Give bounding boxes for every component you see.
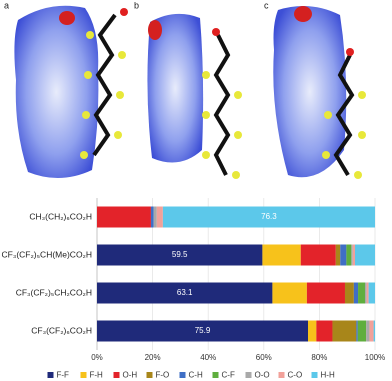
surface-c [273, 6, 347, 178]
bar-segment [354, 244, 375, 266]
bar-segment [162, 206, 375, 228]
bar-segment [357, 320, 367, 342]
bar-segment [332, 320, 357, 342]
bar-segment [316, 320, 333, 342]
oxygen-atom [120, 8, 128, 16]
bar-segment [97, 206, 151, 228]
fluorine-atoms [80, 31, 366, 179]
oxygen-atom [346, 48, 354, 56]
bar-segment [366, 282, 369, 304]
legend-swatch [47, 372, 54, 378]
category-label: CF₃(CF₂)₅CH(Me)CO₂H [2, 249, 92, 259]
x-tick-label: 40% [200, 353, 216, 362]
panel-label: a [4, 0, 9, 10]
bar-segment [97, 244, 263, 266]
legend-swatch [80, 372, 87, 378]
bar-segment [364, 282, 367, 304]
legend-swatch [245, 372, 252, 378]
bar-segment [340, 244, 347, 266]
red-spot [59, 11, 75, 25]
category-label: CF₃(CF₂)₅CH₂CO₂H [16, 287, 92, 297]
x-tick-label: 20% [145, 353, 161, 362]
bar-segment [346, 244, 352, 266]
bar-segment [97, 282, 273, 304]
bar-segment [351, 244, 353, 266]
value-label: 63.1 [177, 288, 193, 297]
legend-label: F-O [156, 371, 170, 380]
value-label: 75.9 [195, 326, 211, 335]
legend-swatch [113, 372, 120, 378]
red-spot [294, 6, 312, 22]
panel-label: b [134, 0, 139, 10]
bar-segment [369, 320, 374, 342]
legend-label: C-F [222, 371, 235, 380]
bar-segment [156, 206, 163, 228]
red-spot [148, 20, 162, 40]
chart: 0% 20% 40% 60% 80% 100% CH₃(CH₂)₆CO₂H 76.3 CF₃(C… [2, 198, 385, 380]
bar-segment [366, 320, 370, 342]
bar-segment [97, 320, 309, 342]
bar-segment [335, 244, 341, 266]
chain-c [333, 54, 355, 177]
legend-label: C-H [189, 371, 203, 380]
legend-label: C-O [288, 371, 303, 380]
legend-label: F-F [57, 371, 70, 380]
surface-a [14, 5, 99, 179]
surface-b [147, 13, 204, 163]
x-tick-label: 60% [256, 353, 272, 362]
bar-segment [262, 244, 301, 266]
bar-segment [353, 282, 359, 304]
legend-swatch [179, 372, 186, 378]
legend-swatch [278, 372, 285, 378]
value-label: 76.3 [261, 212, 277, 221]
panel-label: c [264, 0, 269, 10]
legend-swatch [311, 372, 318, 378]
category-label: CH₃(CH₂)₆CO₂H [29, 211, 92, 221]
bar-segment [358, 282, 365, 304]
legend-swatch [146, 372, 153, 378]
bar-segment [308, 320, 317, 342]
bar-segment [153, 206, 157, 228]
value-label: 59.5 [172, 250, 188, 259]
x-tick-label: 0% [91, 353, 103, 362]
chain-a [92, 13, 117, 157]
bar-segment [150, 206, 154, 228]
bar-segment [272, 282, 307, 304]
bar-segment [368, 282, 375, 304]
bar-segment [352, 244, 355, 266]
legend-swatch [212, 372, 219, 378]
legend-label: F-H [90, 371, 104, 380]
bar-segment [356, 320, 358, 342]
bar-segment [373, 320, 375, 342]
molecule-images [14, 5, 366, 179]
bar-segment [300, 244, 336, 266]
legend-label: O-O [255, 371, 270, 380]
bar-segment [344, 282, 354, 304]
oxygen-atom [212, 28, 220, 36]
bar-segment [306, 282, 345, 304]
legend-label: O-H [123, 371, 138, 380]
legend-label: H-H [321, 371, 335, 380]
category-label: CF₃(CF₂)₆CO₂H [31, 325, 92, 335]
chain-b [213, 34, 231, 176]
x-tick-label: 80% [311, 353, 327, 362]
x-tick-label: 100% [365, 353, 385, 362]
